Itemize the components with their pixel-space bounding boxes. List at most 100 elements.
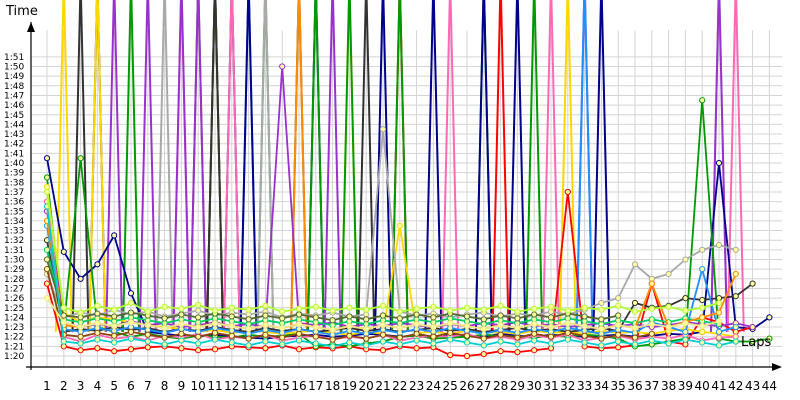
y-tick-label: 1:21 (4, 342, 24, 352)
data-point (127, 328, 135, 335)
y-tick-label: 1:51 (4, 53, 24, 63)
data-point (262, 312, 269, 319)
data-point (379, 338, 387, 345)
data-point (430, 333, 437, 340)
data-point (161, 315, 168, 322)
data-point (111, 322, 118, 330)
data-point (531, 305, 538, 312)
data-point (43, 266, 51, 273)
data-point (379, 312, 387, 319)
spike-line (575, 0, 594, 332)
data-point (228, 332, 235, 339)
data-point (615, 322, 622, 329)
x-tick-label: 13 (241, 379, 256, 393)
data-point (195, 314, 202, 321)
y-tick-label: 1:49 (4, 72, 24, 82)
x-tick-label: 6 (127, 379, 135, 393)
data-point (682, 336, 689, 343)
data-point (531, 347, 538, 354)
data-point (430, 340, 437, 347)
data-point (211, 329, 219, 336)
data-point (413, 311, 420, 318)
x-tick-label: 4 (94, 379, 102, 393)
series-layer (43, 0, 773, 360)
data-point (295, 346, 303, 353)
data-point (60, 312, 67, 319)
data-point (161, 341, 168, 348)
data-point (497, 312, 504, 319)
x-tick-label: 33 (577, 379, 592, 393)
data-point (211, 336, 219, 343)
data-point (715, 241, 723, 249)
y-tick-label: 1:38 (4, 178, 24, 188)
data-point (715, 328, 723, 335)
data-point (648, 330, 655, 337)
data-point (598, 306, 605, 313)
data-point (245, 325, 252, 333)
data-point (396, 222, 403, 229)
spike-line (306, 0, 325, 332)
data-point (598, 299, 605, 307)
y-tick-label: 1:43 (4, 130, 24, 140)
data-point (547, 303, 555, 310)
data-point (581, 304, 588, 311)
x-tick-label: 26 (459, 379, 474, 393)
data-point (111, 313, 118, 320)
x-tick-label: 11 (207, 379, 222, 393)
spike-line (88, 0, 107, 332)
data-point (547, 314, 555, 321)
spike-line (390, 0, 409, 332)
data-point (430, 314, 437, 321)
spike-line (122, 0, 140, 332)
data-point (480, 335, 487, 342)
data-point (195, 307, 202, 314)
data-point (127, 309, 135, 316)
data-point (94, 302, 101, 309)
data-point (564, 188, 571, 196)
data-point (144, 308, 151, 315)
x-tick-label: 16 (291, 379, 306, 393)
spike-line (491, 0, 510, 332)
data-point (60, 304, 67, 311)
y-tick-label: 1:39 (4, 169, 24, 179)
data-point (312, 333, 319, 340)
data-point (631, 334, 639, 341)
x-tick-label: 22 (392, 379, 407, 393)
data-point (413, 337, 420, 344)
spike-line (525, 0, 544, 332)
x-tick-label: 31 (543, 379, 558, 393)
data-point (413, 345, 420, 352)
data-point (413, 330, 420, 337)
y-tick-label: 1:50 (4, 63, 24, 73)
data-point (77, 155, 84, 162)
data-point (531, 311, 538, 318)
data-point (228, 339, 235, 346)
x-axis-arrow (772, 363, 782, 371)
x-tick-label: 19 (342, 379, 357, 393)
x-tick-label: 23 (409, 379, 424, 393)
y-tick-label: 1:24 (4, 313, 24, 323)
y-tick-label: 1:47 (4, 91, 24, 101)
data-point (463, 339, 471, 346)
data-point (346, 332, 353, 339)
data-point (648, 280, 655, 287)
data-point (178, 337, 185, 344)
spike-line (256, 0, 275, 332)
data-point (715, 318, 723, 325)
spike-line (222, 0, 241, 332)
data-point (682, 295, 689, 302)
data-point (228, 304, 235, 311)
x-tick-label: 41 (711, 379, 726, 393)
x-tick-label: 39 (678, 379, 693, 393)
data-point (245, 335, 252, 342)
data-point (262, 322, 269, 329)
data-point (195, 333, 202, 340)
spike-line (726, 0, 745, 332)
data-point (379, 322, 387, 329)
data-point (615, 331, 622, 338)
y-tick-label: 1:30 (4, 256, 24, 266)
y-tick-label: 1:36 (4, 198, 24, 208)
data-point (699, 246, 706, 253)
data-point (312, 340, 319, 347)
